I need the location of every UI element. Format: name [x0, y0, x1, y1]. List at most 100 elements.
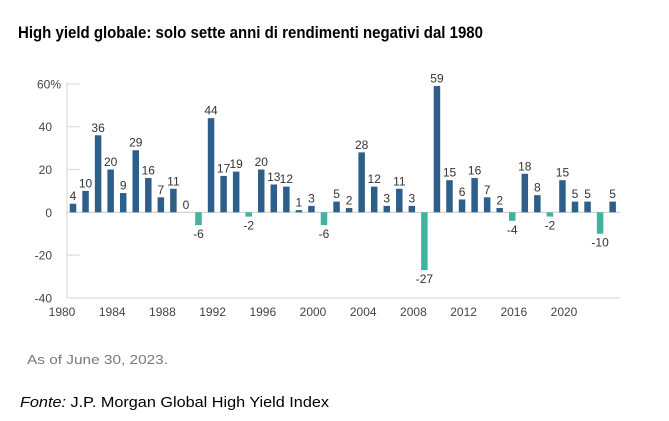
bar-1997	[283, 186, 290, 213]
x-tick-label: 2008	[400, 305, 427, 319]
data-label-1989: 0	[183, 198, 190, 212]
data-label-1998: 1	[296, 196, 303, 210]
data-label-1984: 9	[120, 179, 127, 193]
bar-1984	[119, 193, 127, 213]
data-label-1995: 20	[255, 155, 269, 169]
bar-1981	[82, 190, 89, 213]
chart-title: High yield globale: solo sette anni di r…	[18, 23, 483, 42]
data-label-2003: 28	[355, 138, 369, 152]
bar-2023	[609, 201, 616, 213]
data-label-2005: 3	[383, 191, 390, 205]
data-label-2016: 18	[518, 159, 532, 173]
bar-1985	[132, 150, 139, 213]
bar-1996	[270, 184, 278, 213]
bar-1998	[295, 210, 303, 213]
data-label-2012: 16	[468, 164, 482, 178]
y-tick-label: 40	[39, 120, 53, 134]
data-label-2006: 11	[393, 174, 406, 188]
data-label-1990: -6	[193, 227, 204, 241]
data-label-2011: 6	[459, 185, 466, 199]
x-tick-label: 1996	[249, 305, 276, 319]
bar-2022	[596, 212, 604, 234]
data-label-2018: -2	[545, 219, 556, 233]
data-label-1999: 3	[308, 191, 315, 205]
source-note: Fonte: J.P. Morgan Global High Yield Ind…	[20, 394, 330, 411]
x-tick-label: 2000	[300, 305, 327, 319]
bar-2015	[509, 212, 516, 221]
data-label-2020: 5	[572, 187, 579, 201]
bar-2016	[521, 173, 529, 213]
data-label-2010: 15	[443, 166, 457, 180]
bar-2000	[320, 212, 328, 226]
as-of-note: As of June 30, 2023.	[27, 352, 168, 367]
bar-1983	[107, 169, 114, 213]
bar-2021	[584, 201, 591, 213]
bar-2007	[408, 205, 416, 213]
x-tick-label: 1984	[99, 305, 126, 319]
data-label-1993: 19	[229, 157, 243, 171]
bar-2014	[496, 208, 503, 213]
bar-2005	[383, 205, 390, 213]
data-label-2004: 12	[368, 172, 382, 186]
bar-2002	[345, 208, 353, 213]
data-label-1988: 11	[167, 174, 180, 188]
x-tick-label: 2012	[450, 305, 477, 319]
x-axis-ticks: 1980 1984 1988 1992 1996 2000 2004 2008 2012 2016…	[49, 305, 578, 319]
data-label-2015: -4	[507, 223, 518, 237]
data-label-1992: 17	[217, 161, 231, 175]
bar-2004	[370, 186, 378, 213]
bar-1991	[207, 118, 215, 213]
bar-2001	[333, 201, 340, 213]
data-label-2013: 7	[484, 183, 491, 197]
data-label-1985: 29	[129, 136, 143, 150]
data-label-1991: 44	[204, 104, 218, 118]
bar-1988	[170, 188, 177, 213]
source-text: J.P. Morgan Global High Yield Index	[66, 394, 330, 411]
bar-2012	[471, 178, 478, 213]
data-label-1983: 20	[104, 155, 118, 169]
bar-1994	[245, 212, 252, 217]
data-label-2019: 15	[556, 166, 570, 180]
y-tick-label: -40	[35, 291, 53, 305]
data-label-2022: -10	[591, 236, 609, 250]
y-tick-label: 0	[45, 206, 52, 220]
data-label-2001: 5	[333, 187, 340, 201]
data-label-2008: -27	[416, 272, 434, 286]
y-tick-label: 20	[39, 163, 53, 177]
data-label-1986: 16	[142, 164, 156, 178]
data-label-2007: 3	[409, 191, 416, 205]
source-prefix: Fonte:	[20, 394, 66, 411]
data-label-2014: 2	[496, 194, 503, 208]
data-label-1980: 4	[70, 189, 77, 203]
y-axis-ticks: 60% 40 20 0 -20 -40	[35, 77, 80, 305]
x-tick-label: 1980	[49, 305, 76, 319]
bar-1999	[308, 205, 315, 213]
bar-2010	[446, 180, 453, 213]
bar-2009	[433, 86, 441, 213]
bar-1990	[195, 212, 202, 226]
bar-1992	[220, 175, 227, 213]
bar-2019	[559, 180, 566, 213]
data-label-2000: -6	[319, 227, 330, 241]
bar-2006	[396, 188, 403, 213]
bar-2008	[421, 212, 428, 271]
data-label-2002: 2	[346, 194, 353, 208]
data-label-2017: 8	[534, 181, 541, 195]
x-tick-label: 1992	[199, 305, 226, 319]
data-label-2009: 59	[430, 72, 444, 86]
bar-1987	[157, 197, 165, 213]
x-tick-label: 1988	[149, 305, 176, 319]
bar-series	[69, 86, 616, 271]
data-label-1997: 12	[280, 172, 294, 186]
data-label-2021: 5	[584, 187, 591, 201]
data-label-1981: 10	[79, 176, 93, 190]
bar-2003	[358, 152, 365, 213]
x-tick-label: 2004	[350, 305, 377, 319]
data-label-1982: 36	[91, 121, 105, 135]
bar-1993	[232, 171, 240, 213]
x-tick-label: 2016	[500, 305, 527, 319]
bar-1982	[94, 135, 102, 213]
data-label-1994: -2	[243, 219, 254, 233]
